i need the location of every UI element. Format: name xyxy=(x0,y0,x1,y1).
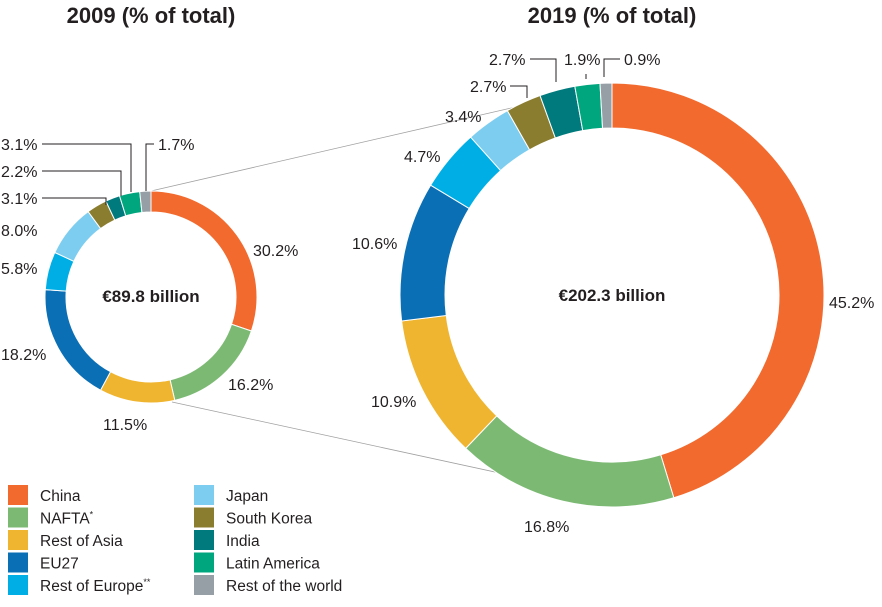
slice-2009-eu27 xyxy=(44,289,112,391)
donut-2009 xyxy=(44,190,258,404)
pct-2009-india: 2.2% xyxy=(1,164,37,181)
pct-2019-latin-america: 1.9% xyxy=(564,52,600,69)
legend-label-nafta: NAFTA* xyxy=(40,510,94,528)
legend-swatch-south-korea xyxy=(194,507,214,528)
legend-swatch-india xyxy=(194,530,214,550)
leader-2019-south-korea xyxy=(510,85,528,98)
legend-label-japan: Japan xyxy=(226,488,268,505)
leader-2009-latin-america xyxy=(42,143,132,192)
legend-label-india: India xyxy=(226,533,260,550)
legend-swatch-nafta xyxy=(8,507,28,528)
center-label-2009: €89.8 billion xyxy=(102,287,199,306)
pct-2019-rest-of-asia: 10.9% xyxy=(371,394,416,411)
legend-swatch-rest-of-the-world xyxy=(194,575,214,595)
pct-2009-eu27: 18.2% xyxy=(1,347,46,364)
leader-2009-india xyxy=(42,170,122,196)
center-label-2019: €202.3 billion xyxy=(559,286,666,305)
legend-swatch-rest-of-asia xyxy=(8,530,28,550)
legend-swatch-rest-of-europe xyxy=(8,575,28,595)
pct-2009-south-korea: 3.1% xyxy=(1,191,37,208)
legend-label-china: China xyxy=(40,488,81,505)
legend: China NAFTA* Rest of Asia EU27 Rest of Europ… xyxy=(8,485,342,595)
slice-2019-china xyxy=(611,82,825,499)
leader-2019-rest-of-world xyxy=(603,58,620,77)
slice-2009-rest-of-asia xyxy=(99,371,176,404)
pct-2009-rest-of-world: 1.7% xyxy=(158,137,194,154)
pct-2009-rest-of-asia: 11.5% xyxy=(103,417,147,434)
pct-2019-rest-of-europe: 4.7% xyxy=(404,149,440,166)
slice-2019-rest-of-asia xyxy=(401,314,498,450)
legend-label-rest-of-asia: Rest of Asia xyxy=(40,533,123,550)
pct-2009-japan: 8.0% xyxy=(1,223,37,240)
leader-2019-india xyxy=(530,58,557,82)
slice-2019-eu27 xyxy=(399,184,470,322)
leader-2009-south-korea xyxy=(42,197,107,205)
slice-2019-rest-of-the-world xyxy=(599,82,613,129)
pct-2009-nafta: 16.2% xyxy=(228,377,273,394)
pct-2019-china: 45.2% xyxy=(829,295,874,312)
pct-2019-south-korea: 2.7% xyxy=(470,79,506,96)
pct-2009-latin-america: 3.1% xyxy=(1,137,37,154)
legend-swatch-china xyxy=(8,485,28,505)
pct-2019-india: 2.7% xyxy=(489,52,525,69)
chart-2009-title: 2009 (% of total) xyxy=(67,3,236,28)
legend-label-eu27: EU27 xyxy=(40,556,79,573)
slice-2009-rest-of-the-world xyxy=(139,190,152,214)
pct-2019-japan: 3.4% xyxy=(445,109,481,126)
slice-2019-nafta xyxy=(464,415,675,508)
legend-label-latin-america: Latin America xyxy=(226,556,320,573)
legend-swatch-eu27 xyxy=(8,552,28,573)
donut-2019 xyxy=(399,82,825,508)
legend-label-south-korea: South Korea xyxy=(226,511,313,528)
pct-2009-china: 30.2% xyxy=(253,243,298,260)
pct-2019-eu27: 10.6% xyxy=(352,236,397,253)
legend-label-rest-of-europe: Rest of Europe** xyxy=(40,577,151,595)
pct-2009-rest-of-europe: 5.8% xyxy=(1,261,37,278)
legend-swatch-japan xyxy=(194,485,214,505)
chart-2019-title: 2019 (% of total) xyxy=(528,3,697,28)
legend-swatch-latin-america xyxy=(194,552,214,573)
legend-label-rest-of-the-world: Rest of the world xyxy=(226,578,342,595)
pct-2019-rest-of-world: 0.9% xyxy=(624,52,660,69)
pct-2019-nafta: 16.8% xyxy=(524,519,569,536)
slice-2009-china xyxy=(150,190,258,332)
leader-2009-rest-of-world xyxy=(145,143,154,191)
